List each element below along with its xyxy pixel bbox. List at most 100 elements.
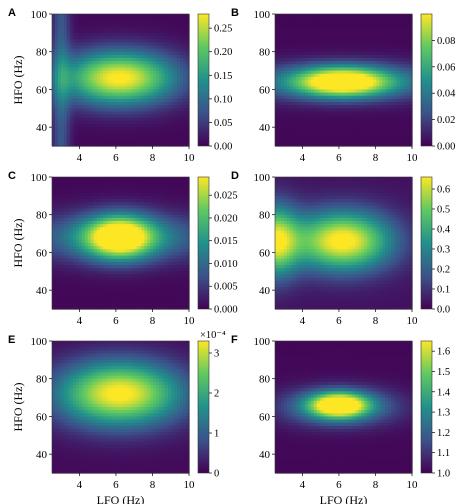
heatmap-cell (90, 111, 95, 116)
heatmap-cell (277, 142, 282, 147)
heatmap-cell (286, 61, 291, 65)
heatmap-cell (275, 139, 279, 144)
heatmap-cell (87, 76, 92, 81)
heatmap-cell (358, 26, 362, 31)
heatmap-cell (105, 111, 110, 116)
heatmap-cell (123, 183, 128, 188)
heatmap-cell (120, 130, 125, 135)
heatmap-cell (394, 36, 398, 40)
heatmap-cell (114, 183, 119, 188)
heatmap-cell (93, 274, 98, 279)
heatmap-cell (295, 54, 300, 59)
heatmap-cell (409, 51, 413, 56)
heatmap-cell (108, 290, 113, 294)
heatmap-cell (283, 89, 288, 94)
heatmap-cell (84, 58, 89, 62)
heatmap-cell (66, 142, 71, 147)
heatmap-cell (69, 180, 74, 184)
heatmap-cell (99, 86, 104, 91)
heatmap-cell (114, 221, 119, 225)
heatmap-cell (57, 133, 62, 138)
heatmap-cell (84, 102, 89, 106)
heatmap-cell (156, 136, 160, 141)
heatmap-cell (108, 120, 113, 125)
heatmap-cell (87, 70, 92, 75)
heatmap-cell (60, 26, 65, 31)
heatmap-cell (90, 252, 95, 257)
heatmap-cell (60, 239, 65, 244)
heatmap-cell (316, 14, 321, 18)
heatmap-cell (117, 302, 122, 307)
heatmap-cell (394, 139, 398, 144)
heatmap-cell (84, 302, 89, 307)
heatmap-cell (171, 120, 175, 125)
heatmap-cell (403, 61, 407, 65)
heatmap-cell (102, 17, 107, 21)
heatmap-cell (87, 54, 92, 59)
heatmap-cell (90, 299, 95, 304)
heatmap-cell (340, 36, 345, 40)
heatmap-cell (186, 51, 190, 56)
heatmap-cell (144, 17, 148, 21)
heatmap-cell (304, 39, 309, 43)
heatmap-cell (90, 95, 95, 100)
heatmap-cell (60, 258, 65, 263)
heatmap-cell (275, 80, 279, 84)
heatmap-cell (358, 29, 362, 34)
heatmap-cell (352, 98, 357, 103)
heatmap-cell (304, 136, 309, 141)
heatmap-cell (54, 26, 59, 31)
heatmap-cell (322, 32, 327, 37)
heatmap-cell (78, 293, 83, 298)
heatmap-cell (316, 117, 321, 122)
heatmap-cell (60, 64, 65, 69)
heatmap-cell (117, 246, 122, 250)
heatmap-cell (111, 199, 116, 203)
heatmap-cell (75, 133, 80, 138)
heatmap-cell (385, 130, 389, 135)
heatmap-cell (286, 32, 291, 37)
heatmap-cell (78, 86, 83, 91)
heatmap-cell (153, 32, 157, 37)
heatmap-cell (322, 92, 327, 97)
heatmap-cell (57, 305, 62, 310)
heatmap-cell (138, 117, 142, 122)
heatmap-cell (150, 73, 154, 78)
heatmap-cell (355, 42, 359, 47)
heatmap-cell (346, 98, 351, 103)
heatmap-cell (60, 73, 65, 78)
heatmap-cell (132, 111, 136, 116)
heatmap-cell (114, 287, 119, 291)
heatmap-cell (87, 299, 92, 304)
heatmap-cell (316, 108, 321, 113)
heatmap-cell (283, 127, 288, 131)
heatmap-cell (358, 124, 362, 128)
heatmap-cell (111, 73, 116, 78)
heatmap-cell (301, 14, 306, 18)
heatmap-cell (385, 142, 389, 147)
heatmap-cell (75, 211, 80, 216)
heatmap-cell (403, 130, 407, 135)
heatmap-cell (60, 249, 65, 254)
heatmap-cell (364, 105, 368, 109)
heatmap-cell (319, 124, 324, 128)
heatmap-cell (307, 26, 312, 31)
heatmap-cell (358, 45, 362, 50)
heatmap-cell (373, 127, 377, 131)
heatmap-cell (52, 183, 56, 188)
heatmap-cell (105, 239, 110, 244)
heatmap-cell (75, 287, 80, 291)
heatmap-cell (147, 98, 151, 103)
heatmap-cell (174, 133, 178, 138)
heatmap-cell (295, 105, 300, 109)
heatmap-cell (340, 111, 345, 116)
heatmap-cell (292, 92, 297, 97)
heatmap-cell (108, 246, 113, 250)
heatmap-cell (138, 70, 142, 75)
heatmap-cell (63, 221, 68, 225)
heatmap-cell (328, 70, 333, 75)
heatmap-cell (87, 32, 92, 37)
heatmap-cell (286, 92, 291, 97)
heatmap-cell (367, 67, 371, 72)
heatmap-cell (69, 54, 74, 59)
